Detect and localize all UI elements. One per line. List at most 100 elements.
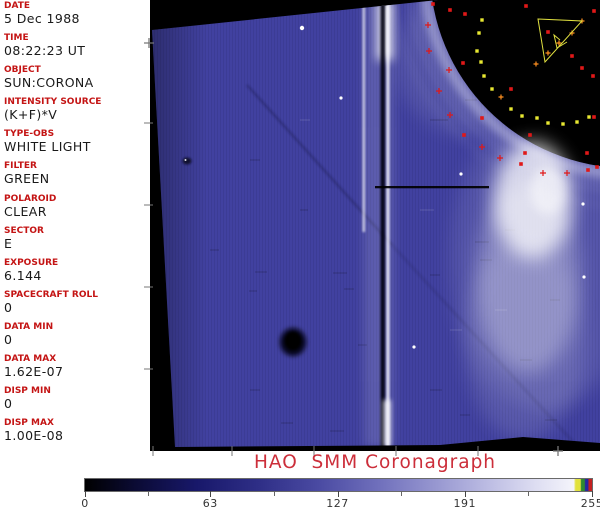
red-square-marker <box>431 2 435 6</box>
red-square-marker <box>519 162 523 166</box>
yellow-polygon <box>537 18 584 64</box>
yellow-square-marker <box>561 122 565 126</box>
dust-spot <box>182 157 192 165</box>
red-cross-marker <box>564 170 570 176</box>
yellow-polygon-overlay <box>537 18 584 64</box>
metadata-label: DATA MIN <box>4 321 54 332</box>
red-cross-marker <box>497 155 503 161</box>
red-cross-marker <box>540 170 546 176</box>
metadata-field: OBJECT SUN:CORONA <box>4 65 148 97</box>
metadata-value: E <box>4 235 13 251</box>
metadata-field: DATA MIN 0 <box>4 322 148 354</box>
yellow-square-marker <box>546 121 550 125</box>
yellow-square-marker <box>482 74 486 78</box>
colorbar-tick <box>401 491 403 496</box>
red-cross-marker <box>426 48 432 54</box>
yellow-square-marker <box>520 114 524 118</box>
yellow-square-marker <box>490 87 494 91</box>
yellow-markers <box>475 18 591 126</box>
metadata-value: 08:22:23 UT <box>4 43 86 59</box>
star-dots <box>299 25 586 349</box>
orange-cross-marker <box>556 40 562 46</box>
occulting-disk <box>430 0 600 168</box>
red-square-marker <box>523 151 527 155</box>
red-square-marker <box>595 165 599 169</box>
star-dot <box>581 202 585 206</box>
red-cross-marker <box>425 22 431 28</box>
metadata-label: OBJECT <box>4 65 41 76</box>
star-dot <box>582 275 586 279</box>
metadata-field: TIME 08:22:23 UT <box>4 33 148 65</box>
red-cross-marker <box>447 112 453 118</box>
colorbar-tick <box>210 491 212 497</box>
metadata-field: EXPOSURE 6.144 <box>4 258 148 290</box>
star-dot <box>459 172 463 176</box>
star-dot <box>412 345 416 349</box>
red-cross-marker <box>479 144 485 150</box>
red-square-marker <box>509 87 513 91</box>
star-dot <box>339 96 343 100</box>
metadata-field: FILTER GREEN <box>4 161 148 193</box>
metadata-label: DATA MAX <box>4 354 57 365</box>
red-square-marker <box>480 116 484 120</box>
colorbar-tick-label: 63 <box>202 497 218 510</box>
metadata-value: GREEN <box>4 171 50 187</box>
metadata-value: 6.144 <box>4 267 42 283</box>
fiducial-marks <box>144 38 563 456</box>
metadata-field: INTENSITY SOURCE (K+F)*V <box>4 97 148 129</box>
yellow-square-marker <box>477 31 481 35</box>
red-square-marker <box>592 9 596 13</box>
metadata-value: 0 <box>4 396 13 412</box>
colorbar-tick-label: 127 <box>326 497 349 510</box>
yellow-square-marker <box>535 116 539 120</box>
red-square-marker <box>448 8 452 12</box>
metadata-value: WHITE LIGHT <box>4 139 91 155</box>
orange-cross-marker <box>533 61 539 67</box>
red-square-marker <box>585 151 589 155</box>
metadata-field: SPACECRAFT ROLL 0 <box>4 290 148 322</box>
yellow-square-marker <box>479 60 483 64</box>
metadata-label: DISP MAX <box>4 418 54 429</box>
red-square-marker <box>580 66 584 70</box>
metadata-value: 5 Dec 1988 <box>4 11 80 26</box>
metadata-value: (K+F)*V <box>4 107 58 123</box>
colorbar-tick-label: 0 <box>81 497 89 510</box>
metadata-label: INTENSITY SOURCE <box>4 97 102 108</box>
red-square-marker <box>591 74 595 78</box>
metadata-field: DISP MAX 1.00E-08 <box>4 418 148 450</box>
yellow-polygon-notch <box>553 33 568 49</box>
plus-fiducial <box>144 38 154 48</box>
star-dot <box>299 25 305 31</box>
red-cross-marker <box>446 67 452 73</box>
colorbar-axis: 0 63 127 191 255 <box>81 491 600 511</box>
plus-fiducial <box>553 446 563 456</box>
colorbar-tick <box>85 491 86 497</box>
colorbar-tick <box>464 491 466 497</box>
red-square-marker <box>524 4 528 8</box>
metadata-panel: DATE 5 Dec 1988 TIME 08:22:23 UT OBJECT SUN:C… <box>4 1 148 450</box>
red-square-marker <box>461 61 465 65</box>
colorbar-tick-label: 255 <box>580 497 600 510</box>
metadata-field: DISP MIN 0 <box>4 386 148 418</box>
metadata-value: CLEAR <box>4 203 47 219</box>
yellow-square-marker <box>475 49 479 53</box>
metadata-label: TYPE-OBS <box>4 129 55 140</box>
metadata-value: SUN:CORONA <box>4 75 94 91</box>
metadata-label: FILTER <box>4 161 37 172</box>
metadata-field: DATA MAX 1.62E-07 <box>4 354 148 386</box>
yellow-square-marker <box>575 120 579 124</box>
red-square-marker <box>586 168 590 172</box>
metadata-label: TIME <box>4 33 29 44</box>
metadata-label: DATE <box>4 1 31 11</box>
red-cross-marker <box>436 88 442 94</box>
red-square-marker <box>462 133 466 137</box>
plot-title: HAO SMM Coronagraph <box>253 452 497 473</box>
colorbar-tick <box>592 491 593 497</box>
colorbar-gradient <box>84 478 593 492</box>
yellow-square-marker <box>587 115 591 119</box>
orange-cross-marker <box>498 94 504 100</box>
metadata-value: 1.62E-07 <box>4 364 64 380</box>
orange-cross-marker <box>545 50 551 56</box>
